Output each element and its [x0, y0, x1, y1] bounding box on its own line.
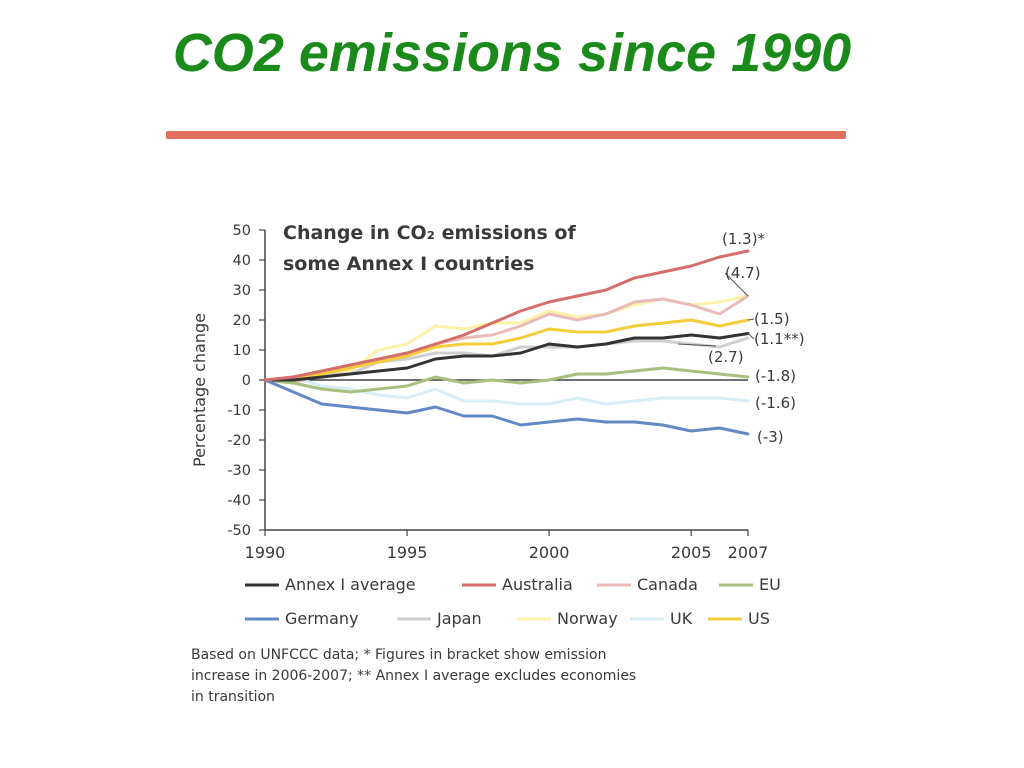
legend-label-norway: Norway	[557, 609, 618, 628]
chart-title-line-1: Change in CO₂ emissions of	[283, 222, 576, 244]
x-tick-label: 1990	[245, 543, 286, 562]
series-line-annex-i-average	[263, 332, 750, 382]
legend-label-eu: EU	[759, 575, 781, 594]
y-tick-label: 10	[233, 343, 251, 359]
y-tick-label: 30	[233, 283, 251, 299]
y-tick-label: 40	[233, 253, 251, 269]
footnote-line-3: in transition	[191, 689, 275, 705]
x-tick-label: 1995	[387, 543, 428, 562]
series-line-germany	[263, 378, 750, 436]
series-line-japan	[263, 336, 750, 382]
legend-label-us: US	[748, 609, 770, 628]
leader-line-annex-i-average	[747, 333, 755, 340]
end-label-japan: (2.7)	[708, 348, 744, 366]
footnote-line-2: increase in 2006-2007; ** Annex I averag…	[191, 668, 636, 684]
legend-label-japan: Japan	[436, 609, 482, 628]
x-tick-label: 2005	[671, 543, 712, 562]
footnote-line-1: Based on UNFCCC data; * Figures in brack…	[191, 647, 607, 663]
legend-label-annex-i-average: Annex I average	[285, 575, 416, 594]
end-label-australia: (1.3)*	[722, 230, 766, 248]
y-tick-label: 50	[233, 223, 251, 239]
y-axis-label: Percentage change	[190, 313, 209, 467]
slide-title: CO2 emissions since 1990	[172, 23, 852, 83]
legend-label-uk: UK	[670, 609, 693, 628]
y-tick-label: -40	[227, 493, 251, 509]
end-label-canada: (4.7)	[725, 264, 761, 282]
x-tick-label: 2007	[728, 543, 769, 562]
y-tick-label: 20	[233, 313, 251, 329]
legend-label-germany: Germany	[285, 609, 359, 628]
y-tick-label: -10	[227, 403, 251, 419]
legend-label-australia: Australia	[502, 575, 573, 594]
leader-line-japan	[677, 343, 717, 347]
end-label-us: (1.5)	[754, 310, 790, 328]
legend-label-canada: Canada	[637, 575, 698, 594]
y-tick-label: -50	[227, 523, 251, 539]
y-tick-label: -20	[227, 433, 251, 449]
end-label-annex-i-average: (1.1**)	[754, 330, 805, 348]
series-line-eu	[263, 366, 750, 394]
y-tick-label: -30	[227, 463, 251, 479]
leader-line-us	[747, 318, 755, 321]
series-line-us	[263, 318, 750, 382]
chart-title-line-2: some Annex I countries	[283, 253, 534, 275]
end-label-germany: (-3)	[757, 428, 784, 446]
y-tick-label: 0	[242, 373, 251, 389]
end-label-uk: (-1.6)	[755, 394, 796, 412]
x-tick-label: 2000	[529, 543, 570, 562]
leader-line-canada	[724, 272, 749, 297]
series-line-australia	[263, 249, 750, 382]
end-label-eu: (-1.8)	[755, 367, 796, 385]
title-divider	[166, 131, 846, 139]
series-line-uk	[263, 375, 750, 406]
